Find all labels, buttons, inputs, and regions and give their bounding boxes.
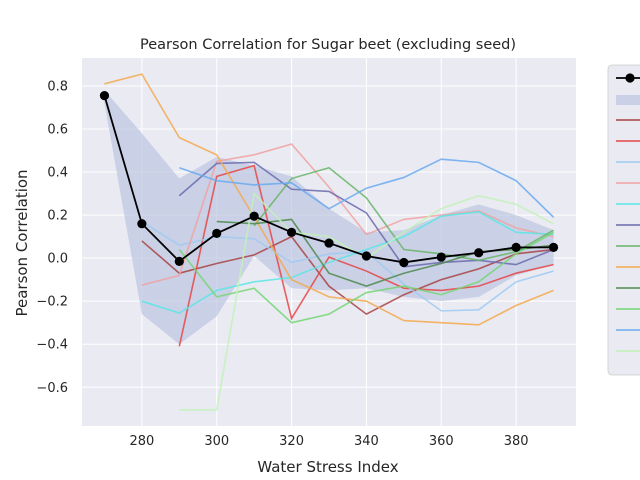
series-line-4 bbox=[141, 143, 554, 286]
series-line-2 bbox=[178, 164, 554, 347]
chart-title: Pearson Correlation for Sugar beet (excl… bbox=[140, 37, 516, 53]
y-tick-label: −0.2 bbox=[36, 295, 68, 310]
y-tick-label: 0.4 bbox=[47, 166, 68, 181]
series-line-6 bbox=[178, 161, 554, 268]
x-tick-label: 360 bbox=[429, 434, 454, 449]
x-tick-label: 380 bbox=[504, 434, 529, 449]
mean-point bbox=[361, 251, 372, 261]
x-axis-label: Water Stress Index bbox=[257, 458, 398, 476]
mean-point bbox=[474, 248, 484, 258]
mean-point bbox=[511, 242, 521, 252]
series-line-1 bbox=[141, 235, 554, 316]
legend-box bbox=[607, 64, 640, 376]
y-tick-label: −0.4 bbox=[36, 338, 68, 353]
y-tick-labels: −0.6 −0.4 −0.2 0.0 0.2 0.4 0.6 0.8 bbox=[36, 79, 68, 395]
mean-point bbox=[137, 219, 147, 229]
x-tick-labels: 280 300 320 340 360 380 bbox=[129, 434, 528, 449]
legend-band-swatch bbox=[616, 95, 640, 105]
mean-point bbox=[174, 256, 184, 266]
mean-point bbox=[249, 211, 259, 221]
series-line-5 bbox=[141, 211, 554, 314]
legend-mean-marker bbox=[625, 73, 635, 83]
y-tick-label: 0.0 bbox=[47, 252, 68, 267]
legend bbox=[607, 64, 640, 376]
mean-point bbox=[399, 257, 409, 268]
mean-point bbox=[286, 227, 297, 237]
series-line-7 bbox=[253, 166, 554, 262]
y-tick-label: −0.6 bbox=[36, 381, 68, 396]
mean-point bbox=[212, 228, 222, 238]
mean-layer bbox=[99, 91, 559, 268]
mean-point bbox=[436, 252, 446, 262]
mean-point bbox=[548, 242, 559, 252]
series-line-8 bbox=[104, 73, 554, 326]
series-line-10 bbox=[178, 231, 554, 324]
x-tick-label: 300 bbox=[204, 434, 229, 449]
y-tick-label: 0.2 bbox=[47, 209, 68, 224]
y-tick-label: 0.8 bbox=[47, 79, 68, 94]
mean-point bbox=[99, 91, 110, 101]
series-line-11 bbox=[179, 158, 555, 218]
y-axis-label: Pearson Correlation bbox=[13, 169, 31, 316]
x-tick-label: 280 bbox=[129, 434, 154, 449]
mean-point bbox=[324, 238, 334, 248]
y-tick-label: 0.6 bbox=[47, 123, 68, 138]
x-tick-label: 340 bbox=[354, 434, 379, 449]
x-tick-label: 320 bbox=[279, 434, 304, 449]
confidence-band-layer bbox=[104, 90, 554, 345]
confidence-band bbox=[104, 90, 554, 345]
